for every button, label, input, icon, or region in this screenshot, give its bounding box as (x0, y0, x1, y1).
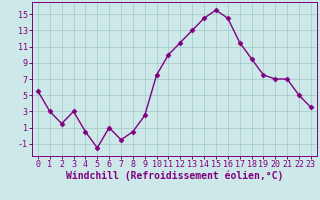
X-axis label: Windchill (Refroidissement éolien,°C): Windchill (Refroidissement éolien,°C) (66, 171, 283, 181)
